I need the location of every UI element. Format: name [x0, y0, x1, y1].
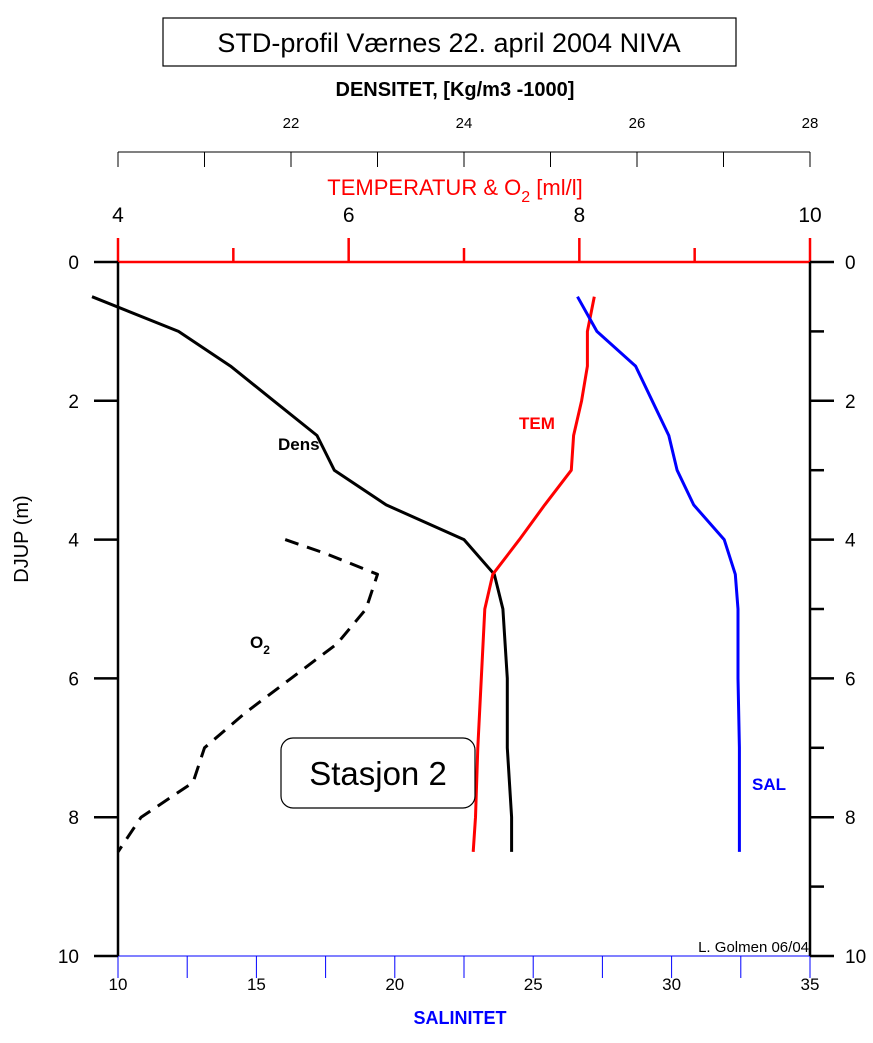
density-tick-label: 22: [283, 115, 300, 132]
depth-tick-label-right: 4: [845, 531, 856, 552]
sal-series-label: SAL: [752, 775, 786, 794]
station-frame: [280, 737, 476, 809]
title-box: STD-profil Værnes 22. april 2004 NIVA: [162, 17, 737, 67]
density-axis: 22 24 26 28: [117, 115, 819, 167]
temperature-tick-label: 8: [573, 204, 585, 227]
depth-tick-label-right: 8: [845, 808, 856, 829]
depth-tick-label-left: 6: [68, 669, 79, 690]
temperature-axis: 4 6 8 10: [112, 204, 822, 264]
depth-tick-label-left: 2: [68, 392, 79, 413]
temperature-tick-label: 4: [112, 204, 124, 227]
credit-text: L. Golmen 06/04: [698, 939, 809, 956]
temperature-tick-label: 10: [798, 204, 821, 227]
depth-tick-label-left: 10: [58, 947, 79, 968]
depth-tick-label-left: 0: [68, 253, 79, 274]
station-box: Stasjon 2: [280, 737, 476, 809]
salinity-axis: 10 15 20 25 30 35: [109, 955, 820, 994]
series-line-dens: [91, 295, 514, 852]
salinity-tick-label: 25: [524, 975, 543, 994]
depth-tick-label-right: 0: [845, 253, 856, 274]
depth-tick-label-right: 10: [845, 947, 866, 968]
salinity-tick-label: 35: [801, 975, 820, 994]
series-line-tem: [471, 296, 596, 852]
series-line-sal: [576, 295, 741, 852]
density-tick-label: 26: [629, 115, 646, 132]
dens-series-label: Dens: [278, 435, 320, 454]
salinity-tick-label: 30: [662, 975, 681, 994]
o2-series-label: O2: [250, 633, 270, 657]
salinity-tick-label: 20: [385, 975, 404, 994]
density-tick-label: 24: [456, 115, 473, 132]
temperature-axis-label: TEMPERATUR & O2 [ml/l]: [327, 175, 582, 206]
salinity-tick-label: 15: [247, 975, 266, 994]
depth-tick-label-right: 2: [845, 392, 856, 413]
depth-tick-label-right: 6: [845, 669, 856, 690]
depth-axes: 0 0 2 2 4 4 6 6 8 8 10 10: [58, 253, 866, 968]
title-frame: [162, 17, 737, 67]
density-axis-label: DENSITET, [Kg/m3 -1000]: [336, 79, 575, 101]
temperature-tick-label: 6: [343, 204, 355, 227]
station-label: Stasjon 2: [309, 755, 447, 792]
salinity-tick-label: 10: [109, 975, 128, 994]
series-layer: [91, 295, 741, 853]
series-line-o2: [116, 538, 379, 853]
tem-series-label: TEM: [519, 414, 555, 433]
depth-axis-label: DJUP (m): [11, 495, 33, 582]
salinity-axis-label: SALINITET: [414, 1008, 507, 1028]
density-tick-label: 28: [802, 115, 819, 132]
chart-title: STD-profil Værnes 22. april 2004 NIVA: [217, 28, 680, 58]
depth-tick-label-left: 8: [68, 808, 79, 829]
depth-tick-label-left: 4: [68, 531, 79, 552]
